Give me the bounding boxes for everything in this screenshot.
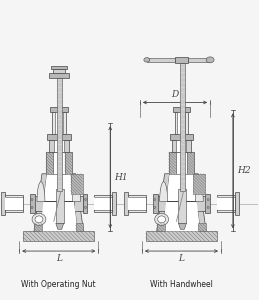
Bar — [30, 194, 35, 213]
Bar — [94, 196, 112, 210]
Text: With Handwheel: With Handwheel — [150, 280, 213, 289]
Bar — [55, 112, 63, 134]
Bar — [23, 231, 94, 241]
Bar — [177, 112, 185, 134]
Ellipse shape — [158, 216, 166, 223]
Ellipse shape — [32, 213, 46, 225]
Bar — [50, 107, 68, 112]
Polygon shape — [160, 182, 203, 202]
Bar — [180, 63, 185, 190]
Text: H2: H2 — [237, 166, 250, 175]
Polygon shape — [71, 174, 83, 231]
Bar — [178, 189, 186, 223]
Bar — [54, 140, 64, 152]
Bar — [46, 152, 53, 174]
Ellipse shape — [31, 199, 33, 200]
Polygon shape — [37, 182, 81, 202]
Bar — [176, 152, 187, 174]
Polygon shape — [56, 223, 64, 229]
Bar — [193, 174, 205, 194]
Ellipse shape — [207, 199, 209, 200]
Bar — [205, 194, 210, 213]
Bar — [47, 134, 71, 140]
Polygon shape — [34, 174, 47, 231]
Bar — [217, 196, 235, 210]
Bar — [74, 196, 83, 211]
Bar — [175, 112, 188, 134]
Bar — [112, 192, 116, 215]
Ellipse shape — [206, 57, 214, 63]
Bar — [51, 66, 67, 69]
Ellipse shape — [31, 206, 33, 208]
Bar — [53, 152, 65, 174]
Text: L: L — [178, 254, 184, 263]
Text: L: L — [56, 254, 62, 263]
Bar — [157, 223, 165, 231]
Bar — [146, 231, 217, 241]
Bar — [128, 196, 146, 210]
Bar — [147, 58, 175, 62]
Bar — [34, 196, 44, 211]
Text: D: D — [171, 91, 179, 100]
Bar — [46, 152, 72, 174]
Bar — [169, 152, 194, 174]
Bar — [49, 73, 69, 78]
Bar — [52, 112, 66, 134]
Bar — [83, 194, 88, 213]
Bar — [57, 78, 62, 190]
Ellipse shape — [35, 216, 43, 223]
Bar — [5, 196, 23, 210]
Bar — [153, 194, 158, 213]
Polygon shape — [178, 223, 186, 229]
Bar — [94, 195, 112, 212]
Bar — [187, 152, 194, 174]
Bar — [217, 195, 235, 212]
Bar — [53, 69, 65, 73]
Polygon shape — [40, 174, 77, 231]
Bar — [49, 140, 69, 152]
Bar — [5, 195, 23, 212]
Bar — [34, 223, 42, 231]
Bar — [65, 152, 72, 174]
Bar — [157, 196, 167, 211]
Bar — [76, 223, 83, 231]
Bar — [235, 192, 239, 215]
Polygon shape — [157, 174, 170, 231]
Bar — [169, 152, 176, 174]
Ellipse shape — [84, 199, 87, 200]
Bar — [128, 195, 146, 212]
Bar — [196, 196, 206, 211]
Bar — [170, 134, 193, 140]
Bar — [175, 57, 188, 63]
Ellipse shape — [144, 58, 150, 62]
Bar — [56, 189, 64, 223]
Ellipse shape — [155, 213, 169, 225]
Bar — [71, 174, 83, 194]
Bar — [124, 192, 128, 215]
Bar — [176, 140, 186, 152]
Text: With Operating Nut: With Operating Nut — [21, 280, 96, 289]
Polygon shape — [163, 174, 200, 231]
Ellipse shape — [84, 206, 87, 208]
Ellipse shape — [207, 206, 209, 208]
Bar — [1, 192, 5, 215]
Text: H1: H1 — [114, 173, 128, 182]
Bar — [172, 107, 190, 112]
Bar — [198, 223, 206, 231]
Ellipse shape — [154, 206, 156, 208]
Polygon shape — [193, 174, 206, 231]
Ellipse shape — [154, 199, 156, 200]
Bar — [171, 140, 191, 152]
Bar — [188, 58, 210, 62]
